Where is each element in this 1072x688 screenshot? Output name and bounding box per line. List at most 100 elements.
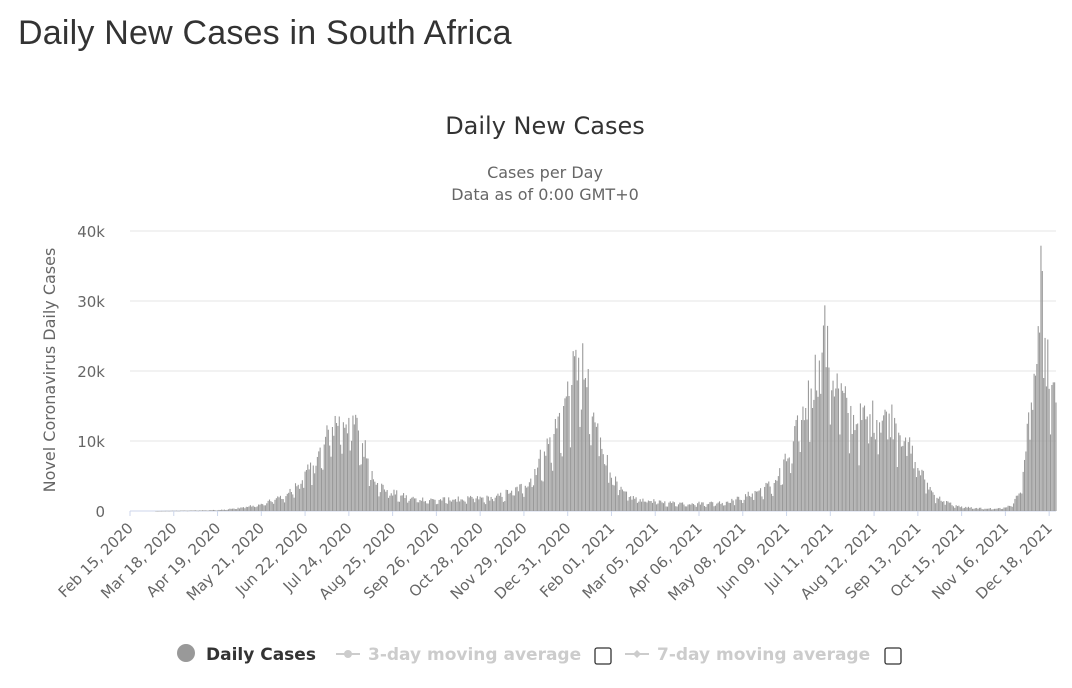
bar-daily-cases[interactable] — [301, 480, 303, 511]
bar-daily-cases[interactable] — [821, 352, 823, 511]
bar-daily-cases[interactable] — [558, 412, 561, 511]
bar-daily-cases[interactable] — [817, 396, 819, 511]
bar-daily-cases[interactable] — [801, 420, 803, 511]
bar-daily-cases[interactable] — [545, 455, 547, 511]
bar-daily-cases[interactable] — [1018, 493, 1020, 512]
bar-daily-cases[interactable] — [754, 490, 756, 511]
bar-daily-cases[interactable] — [940, 500, 942, 511]
bar-daily-cases[interactable] — [802, 406, 804, 511]
bar-daily-cases[interactable] — [201, 510, 204, 511]
bar-daily-cases[interactable] — [933, 494, 935, 511]
bar-daily-cases[interactable] — [1030, 402, 1032, 512]
bar-daily-cases[interactable] — [199, 510, 201, 511]
bar-daily-cases[interactable] — [784, 453, 786, 511]
bar-daily-cases[interactable] — [1008, 505, 1011, 511]
bar-daily-cases[interactable] — [227, 509, 230, 511]
bar-daily-cases[interactable] — [601, 448, 603, 511]
bar-daily-cases[interactable] — [490, 496, 492, 511]
bar-daily-cases[interactable] — [665, 506, 667, 511]
bar-daily-cases[interactable] — [910, 453, 912, 511]
bar-daily-cases[interactable] — [285, 496, 287, 511]
bar-daily-cases[interactable] — [796, 415, 799, 511]
bar-daily-cases[interactable] — [688, 504, 690, 511]
bar-daily-cases[interactable] — [847, 413, 849, 511]
bar-daily-cases[interactable] — [429, 500, 431, 511]
bar-daily-cases[interactable] — [255, 507, 257, 511]
bar-daily-cases[interactable] — [653, 499, 655, 511]
bar-daily-cases[interactable] — [509, 492, 511, 511]
bar-daily-cases[interactable] — [981, 509, 983, 511]
bar-daily-cases[interactable] — [732, 500, 734, 512]
bar-daily-cases[interactable] — [203, 510, 205, 511]
bar-daily-cases[interactable] — [1049, 434, 1052, 511]
bar-daily-cases[interactable] — [305, 469, 307, 511]
bar-daily-cases[interactable] — [430, 498, 432, 511]
bar-daily-cases[interactable] — [768, 481, 770, 511]
bar-daily-cases[interactable] — [907, 442, 909, 511]
bar-daily-cases[interactable] — [683, 504, 685, 511]
bar-daily-cases[interactable] — [393, 489, 395, 511]
bar-daily-cases[interactable] — [605, 465, 607, 511]
bar-daily-cases[interactable] — [757, 491, 759, 511]
bar-daily-cases[interactable] — [515, 487, 517, 511]
bar-daily-cases[interactable] — [851, 433, 853, 511]
bar-daily-cases[interactable] — [814, 354, 816, 511]
bar-daily-cases[interactable] — [433, 499, 435, 511]
bar-daily-cases[interactable] — [413, 498, 416, 511]
bar-daily-cases[interactable] — [872, 400, 874, 511]
bar-daily-cases[interactable] — [883, 415, 885, 511]
bar-daily-cases[interactable] — [431, 498, 433, 511]
bar-daily-cases[interactable] — [312, 465, 314, 512]
bar-daily-cases[interactable] — [676, 506, 678, 511]
bar-daily-cases[interactable] — [610, 477, 613, 511]
bar-daily-cases[interactable] — [241, 507, 243, 511]
bar-daily-cases[interactable] — [277, 496, 279, 511]
bars-series-daily-cases[interactable] — [155, 245, 1057, 512]
bar-daily-cases[interactable] — [303, 487, 305, 511]
bar-daily-cases[interactable] — [483, 502, 485, 511]
bar-daily-cases[interactable] — [628, 497, 630, 511]
bar-daily-cases[interactable] — [894, 417, 896, 511]
bar-daily-cases[interactable] — [527, 486, 529, 511]
bar-daily-cases[interactable] — [242, 507, 245, 511]
bar-daily-cases[interactable] — [1041, 271, 1043, 511]
bar-daily-cases[interactable] — [375, 484, 377, 511]
bar-daily-cases[interactable] — [1029, 439, 1031, 511]
bar-daily-cases[interactable] — [713, 506, 715, 511]
bar-daily-cases[interactable] — [606, 454, 608, 511]
bar-daily-cases[interactable] — [859, 403, 861, 511]
bar-daily-cases[interactable] — [951, 505, 953, 511]
bar-daily-cases[interactable] — [315, 465, 317, 511]
bar-daily-cases[interactable] — [718, 501, 721, 511]
bar-daily-cases[interactable] — [903, 441, 905, 511]
bar-daily-cases[interactable] — [948, 502, 950, 511]
bar-daily-cases[interactable] — [438, 499, 440, 511]
bar-daily-cases[interactable] — [729, 502, 732, 511]
bar-daily-cases[interactable] — [887, 439, 889, 511]
bar-daily-cases[interactable] — [167, 510, 169, 512]
bar-daily-cases[interactable] — [710, 501, 712, 511]
bar-daily-cases[interactable] — [569, 447, 571, 511]
bar-daily-cases[interactable] — [656, 504, 658, 511]
bar-daily-cases[interactable] — [697, 503, 699, 511]
bar-daily-cases[interactable] — [155, 510, 157, 512]
bar-daily-cases[interactable] — [279, 495, 281, 511]
bar-daily-cases[interactable] — [786, 461, 788, 511]
bar-daily-cases[interactable] — [400, 495, 402, 511]
bar-daily-cases[interactable] — [668, 502, 670, 511]
bar-daily-cases[interactable] — [320, 468, 323, 511]
bar-daily-cases[interactable] — [966, 507, 968, 511]
bar-daily-cases[interactable] — [378, 496, 380, 511]
bar-daily-cases[interactable] — [749, 495, 751, 511]
bar-daily-cases[interactable] — [426, 503, 428, 511]
bar-daily-cases[interactable] — [776, 480, 778, 511]
bar-daily-cases[interactable] — [657, 503, 659, 512]
bar-daily-cases[interactable] — [465, 503, 468, 511]
bar-daily-cases[interactable] — [278, 497, 280, 511]
bar-daily-cases[interactable] — [831, 390, 833, 511]
bar-daily-cases[interactable] — [289, 488, 291, 511]
bar-daily-cases[interactable] — [396, 490, 398, 511]
bar-daily-cases[interactable] — [446, 503, 448, 511]
bar-daily-cases[interactable] — [978, 507, 980, 511]
bar-daily-cases[interactable] — [795, 419, 797, 511]
